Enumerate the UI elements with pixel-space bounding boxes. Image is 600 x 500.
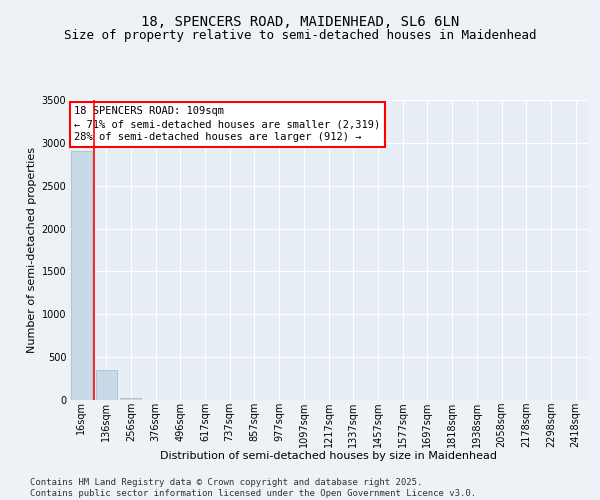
Bar	[71, 152, 92, 400]
Bar	[120, 398, 141, 400]
X-axis label: Distribution of semi-detached houses by size in Maidenhead: Distribution of semi-detached houses by …	[160, 451, 497, 461]
Bar	[95, 370, 116, 400]
Text: Size of property relative to semi-detached houses in Maidenhead: Size of property relative to semi-detach…	[64, 28, 536, 42]
Text: 18 SPENCERS ROAD: 109sqm
← 71% of semi-detached houses are smaller (2,319)
28% o: 18 SPENCERS ROAD: 109sqm ← 71% of semi-d…	[74, 106, 380, 142]
Text: Contains HM Land Registry data © Crown copyright and database right 2025.
Contai: Contains HM Land Registry data © Crown c…	[30, 478, 476, 498]
Y-axis label: Number of semi-detached properties: Number of semi-detached properties	[28, 147, 37, 353]
Text: 18, SPENCERS ROAD, MAIDENHEAD, SL6 6LN: 18, SPENCERS ROAD, MAIDENHEAD, SL6 6LN	[141, 16, 459, 30]
